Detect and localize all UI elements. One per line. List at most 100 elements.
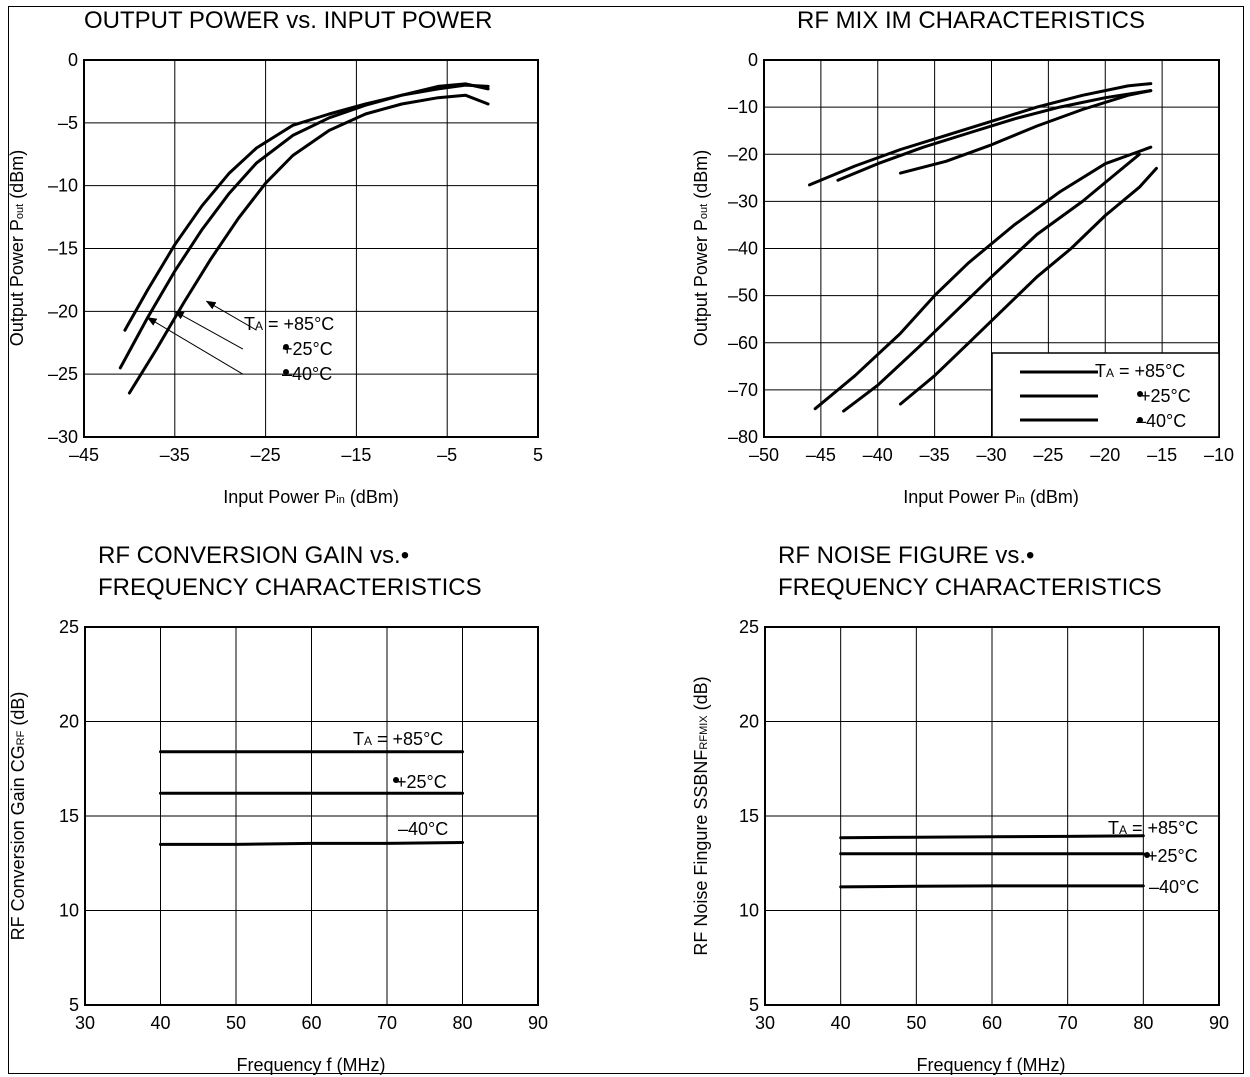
- legend-label-85c: TA = +85°C: [244, 314, 334, 334]
- x-tick-label: –15: [341, 445, 371, 465]
- x-axis-label: Frequency f (MHz): [916, 1055, 1065, 1075]
- x-tick-label: –40: [863, 445, 893, 465]
- y-tick-label: –40: [728, 239, 758, 259]
- y-axis-label: Output Power Pout (dBm): [7, 150, 27, 346]
- x-tick-label: –35: [160, 445, 190, 465]
- y-tick-label: 20: [739, 712, 759, 732]
- y-tick-label: 15: [739, 806, 759, 826]
- y-tick-label: –70: [728, 380, 758, 400]
- plot-svg: 30 40 50 60 70 80 90 25 20 15 10 5 Frequency f (MHz)…: [8, 617, 548, 1075]
- x-axis-label: Input Power Pin (dBm): [223, 487, 399, 507]
- x-tick-label: 70: [377, 1013, 397, 1033]
- chart-rf-noise-figure: RF NOISE FIGURE vs.• FREQUENCY CHARACTER…: [625, 530, 1250, 1077]
- x-tick-label: –25: [251, 445, 281, 465]
- legend-label-minus40c: –40°C: [282, 364, 332, 384]
- x-tick-label: 50: [226, 1013, 246, 1033]
- x-tick-label: 90: [1209, 1013, 1229, 1033]
- legend-dot: [1137, 417, 1143, 423]
- y-tick-label: –50: [728, 286, 758, 306]
- y-tick-label: 5: [69, 995, 79, 1015]
- plot-svg: 30 40 50 60 70 80 90 25 20 15 10 5 Frequency f (MHz)…: [691, 617, 1229, 1075]
- plot-frame: [84, 626, 539, 1006]
- chart-title: RF NOISE FIGURE vs.• FREQUENCY CHARACTER…: [778, 542, 1162, 601]
- y-tick-label: –10: [48, 176, 78, 196]
- x-tick-label: –35: [920, 445, 950, 465]
- chart-output-power: OUTPUT POWER vs. INPUT POWER –45 –35 –25 –1…: [0, 0, 625, 530]
- y-tick-label: –20: [728, 144, 758, 164]
- plot-svg: –50 –45 –40 –35 –30 –25 –20 –15 –10 0 –10 –20 –30 –40…: [691, 50, 1234, 507]
- series-line: [159, 841, 464, 846]
- x-axis-label: Frequency f (MHz): [236, 1055, 385, 1075]
- legend-label-minus40c: –40°C: [1136, 411, 1186, 431]
- legend-dot: [283, 369, 289, 375]
- legend-label-85c: TA = +85°C: [1108, 818, 1198, 838]
- plot-frame: [83, 59, 539, 438]
- y-tick-label: 0: [68, 50, 78, 70]
- x-tick-label: –45: [69, 445, 99, 465]
- y-tick-label: –5: [58, 113, 78, 133]
- y-tick-label: –15: [48, 239, 78, 259]
- legend-dot: [1144, 852, 1150, 858]
- chart-title: OUTPUT POWER vs. INPUT POWER: [84, 7, 493, 34]
- x-tick-label: 30: [75, 1013, 95, 1033]
- x-axis-label: Input Power Pin (dBm): [903, 487, 1079, 507]
- series-line: [127, 93, 490, 395]
- x-tick-label: 50: [906, 1013, 926, 1033]
- x-tick-label: –30: [976, 445, 1006, 465]
- y-axis-label: RF Noise Fingure SSBNFRFMIX (dB): [691, 676, 711, 955]
- x-tick-label: 40: [831, 1013, 851, 1033]
- x-tick-label: 80: [452, 1013, 472, 1033]
- legend-label-minus40c: –40°C: [1149, 877, 1199, 897]
- series-line: [118, 82, 490, 370]
- series-line: [842, 152, 1141, 413]
- x-tick-label: 80: [1133, 1013, 1153, 1033]
- legend-label-25c: +25°C: [1147, 846, 1198, 866]
- legend-label-85c: TA = +85°C: [1095, 361, 1185, 381]
- series-line: [808, 82, 1153, 187]
- legend-pointer-arrow: [146, 317, 244, 375]
- y-tick-label: 20: [59, 712, 79, 732]
- x-tick-label: 5: [533, 445, 543, 465]
- legend-dot: [283, 344, 289, 350]
- y-axis-label: RF Conversion Gain CGRF (dB): [8, 692, 28, 941]
- y-tick-label: 10: [59, 901, 79, 921]
- series-line: [899, 166, 1158, 406]
- legend-label-85c: TA = +85°C: [353, 729, 443, 749]
- x-tick-label: –5: [437, 445, 457, 465]
- legend-label-25c: +25°C: [1140, 386, 1191, 406]
- series-line: [123, 83, 490, 332]
- y-tick-label: 25: [739, 617, 759, 637]
- series-line: [839, 884, 1145, 889]
- plot-svg: –45 –35 –25 –15 –5 5 0 –5 –10 –15 –20 –25 –30 Input P…: [7, 50, 543, 507]
- legend-dot: [393, 777, 399, 783]
- y-tick-label: –60: [728, 333, 758, 353]
- chart-title: RF CONVERSION GAIN vs.• FREQUENCY CHARAC…: [98, 542, 482, 601]
- x-tick-label: 60: [301, 1013, 321, 1033]
- legend-label-25c: +25°C: [396, 772, 447, 792]
- y-tick-label: 5: [749, 995, 759, 1015]
- x-tick-label: –45: [806, 445, 836, 465]
- x-tick-label: –50: [749, 445, 779, 465]
- legend-dot: [1137, 391, 1143, 397]
- y-axis-label: Output Power Pout (dBm): [691, 150, 711, 346]
- x-tick-label: –25: [1033, 445, 1063, 465]
- page-frame: [8, 6, 1244, 1074]
- y-tick-label: 10: [739, 901, 759, 921]
- legend-label-25c: +25°C: [282, 339, 333, 359]
- x-tick-label: 30: [755, 1013, 775, 1033]
- x-tick-label: 70: [1058, 1013, 1078, 1033]
- y-tick-label: –10: [728, 97, 758, 117]
- x-tick-label: 40: [150, 1013, 170, 1033]
- x-tick-label: –10: [1204, 445, 1234, 465]
- chart-rf-mix-im: RF MIX IM CHARACTERISTICS –50 –45 –40 –35 –3…: [625, 0, 1250, 530]
- y-tick-label: 0: [748, 50, 758, 70]
- y-tick-label: 25: [59, 617, 79, 637]
- x-tick-label: –20: [1090, 445, 1120, 465]
- chart-rf-conversion-gain: RF CONVERSION GAIN vs.• FREQUENCY CHARAC…: [0, 530, 625, 1077]
- y-tick-label: –25: [48, 364, 78, 384]
- series-line: [813, 145, 1153, 411]
- legend-label-minus40c: –40°C: [398, 819, 448, 839]
- legend-pointer-arrow: [205, 300, 257, 331]
- x-tick-label: 90: [528, 1013, 548, 1033]
- series-line: [899, 89, 1153, 175]
